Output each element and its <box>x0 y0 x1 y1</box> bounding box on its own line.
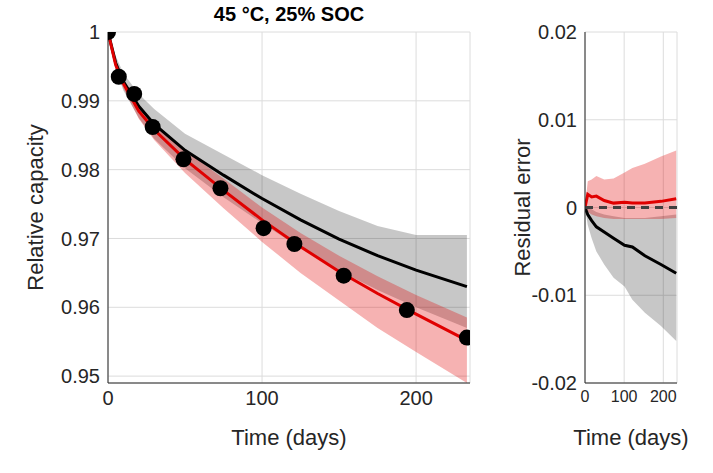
svg-text:0.01: 0.01 <box>538 109 577 131</box>
svg-text:1: 1 <box>89 21 100 43</box>
svg-text:Time (days): Time (days) <box>573 425 688 450</box>
svg-text:-0.01: -0.01 <box>531 284 577 306</box>
html-text:45 °C, 25% SOC: 45 °C, 25% SOC <box>213 3 365 25</box>
svg-text:-0.02: -0.02 <box>531 372 577 394</box>
svg-text:0: 0 <box>102 387 113 409</box>
svg-text:0: 0 <box>581 388 590 405</box>
svg-text:100: 100 <box>245 387 278 409</box>
svg-text:0.95: 0.95 <box>61 365 100 387</box>
svg-text:100: 100 <box>611 388 638 405</box>
svg-text:0.99: 0.99 <box>61 90 100 112</box>
svg-text:Relative capacity: Relative capacity <box>23 124 48 290</box>
svg-text:0.02: 0.02 <box>538 21 577 43</box>
svg-text:200: 200 <box>399 387 432 409</box>
svg-text:0.98: 0.98 <box>61 159 100 181</box>
svg-text:200: 200 <box>650 388 677 405</box>
svg-text:0.96: 0.96 <box>61 296 100 318</box>
svg-text:Time (days): Time (days) <box>231 425 346 450</box>
svg-text:Residual error: Residual error <box>510 138 535 276</box>
svg-text:0.97: 0.97 <box>61 228 100 250</box>
svg-text:0: 0 <box>566 197 577 219</box>
